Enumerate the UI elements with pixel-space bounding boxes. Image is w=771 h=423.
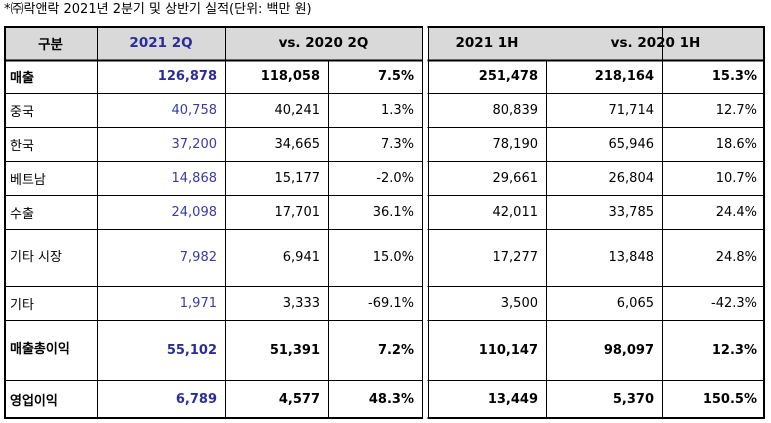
cell-1h-growth: 12.7% xyxy=(715,102,757,118)
cell-2020-2q: 40,241 xyxy=(274,102,321,118)
cell-2021-2q: 55,102 xyxy=(166,342,217,358)
cell-1h-growth: 12.3% xyxy=(711,342,757,358)
cell-2q-growth: -2.0% xyxy=(376,170,414,186)
cell-1h-growth: 18.6% xyxy=(715,136,757,152)
header-vs-2020-1h: vs. 2020 1H xyxy=(610,35,701,51)
cell-1h-growth: 15.3% xyxy=(711,69,757,84)
cell-2020-2q: 15,177 xyxy=(274,170,321,186)
row-label: 영업이익 xyxy=(10,394,58,409)
cell-2020-2q: 17,701 xyxy=(274,204,321,220)
row-label: 기타 시장 xyxy=(10,249,62,265)
header-background xyxy=(4,26,765,60)
cell-2021-1h: 3,500 xyxy=(500,295,538,311)
cell-2020-2q: 4,577 xyxy=(278,392,320,407)
cell-2q-growth: 48.3% xyxy=(368,392,414,407)
cell-1h-growth: 24.8% xyxy=(715,250,757,265)
cell-2q-growth: 1.3% xyxy=(380,102,414,118)
cell-2020-1h: 98,097 xyxy=(603,342,654,358)
cell-1h-growth: 150.5% xyxy=(702,392,757,407)
cell-2020-1h: 5,370 xyxy=(612,392,654,407)
cell-2021-2q: 126,878 xyxy=(157,69,217,84)
row-label: 중국 xyxy=(10,104,34,120)
row-label: 기타 xyxy=(10,297,34,313)
cell-1h-growth: -42.3% xyxy=(711,295,757,311)
cell-2020-2q: 118,058 xyxy=(260,69,320,84)
cell-2021-2q: 37,200 xyxy=(171,136,218,152)
cell-2021-1h: 80,839 xyxy=(492,102,539,118)
cell-1h-growth: 24.4% xyxy=(715,204,757,220)
cell-2021-2q: 1,971 xyxy=(179,295,217,311)
cell-2q-growth: 7.5% xyxy=(377,69,414,84)
cell-2020-1h: 218,164 xyxy=(594,69,654,84)
cell-2020-1h: 33,785 xyxy=(608,204,655,220)
cell-2020-2q: 6,941 xyxy=(282,250,320,265)
cell-2021-1h: 251,478 xyxy=(478,69,538,84)
cell-2020-1h: 6,065 xyxy=(616,295,654,311)
row-label: 한국 xyxy=(10,138,34,154)
cell-2q-growth: -69.1% xyxy=(368,295,414,311)
cell-2020-2q: 3,333 xyxy=(282,295,320,311)
cell-2q-growth: 36.1% xyxy=(372,204,414,220)
cell-2021-2q: 40,758 xyxy=(171,102,218,118)
row-label: 베트남 xyxy=(10,172,46,188)
table-grid xyxy=(4,26,765,419)
cell-2q-growth: 7.2% xyxy=(377,342,414,358)
row-label: 매출 xyxy=(10,71,34,86)
cell-1h-growth: 10.7% xyxy=(715,170,757,186)
cell-2020-1h: 26,804 xyxy=(608,170,655,186)
cell-2021-1h: 29,661 xyxy=(492,170,539,186)
row-label: 수출 xyxy=(10,206,34,222)
cell-2021-2q: 14,868 xyxy=(171,170,218,186)
cell-2021-1h: 17,277 xyxy=(492,250,539,265)
header-2021-1h: 2021 1H xyxy=(455,35,519,51)
header-category: 구분 xyxy=(38,37,63,53)
cell-2020-2q: 34,665 xyxy=(274,136,321,152)
cell-2q-growth: 15.0% xyxy=(372,250,414,265)
cell-2021-2q: 24,098 xyxy=(171,204,218,220)
earnings-table: 구분 2021 2Q vs. 2020 2Q 2021 1H vs. 2020 1H 매출… xyxy=(4,26,765,419)
cell-2020-1h: 13,848 xyxy=(608,250,655,265)
header-2021-2q: 2021 2Q xyxy=(129,35,193,51)
cell-2020-1h: 65,946 xyxy=(608,136,655,152)
row-label: 매출총이익 xyxy=(10,342,70,357)
cell-2021-1h: 78,190 xyxy=(492,136,539,152)
header-vs-2020-2q: vs. 2020 2Q xyxy=(278,35,369,51)
cell-2020-2q: 51,391 xyxy=(269,342,320,358)
cell-2021-1h: 42,011 xyxy=(492,204,539,220)
separator-gap xyxy=(423,26,428,419)
cell-2q-growth: 7.3% xyxy=(380,136,414,152)
cell-2021-1h: 110,147 xyxy=(478,342,538,358)
cell-2020-1h: 71,714 xyxy=(608,102,655,118)
table-caption: *㈜락앤락 2021년 2분기 및 상반기 실적(단위: 백만 원) xyxy=(4,2,312,17)
cell-2021-2q: 7,982 xyxy=(179,250,217,265)
cell-2021-2q: 6,789 xyxy=(175,392,217,407)
cell-2021-1h: 13,449 xyxy=(487,392,538,407)
